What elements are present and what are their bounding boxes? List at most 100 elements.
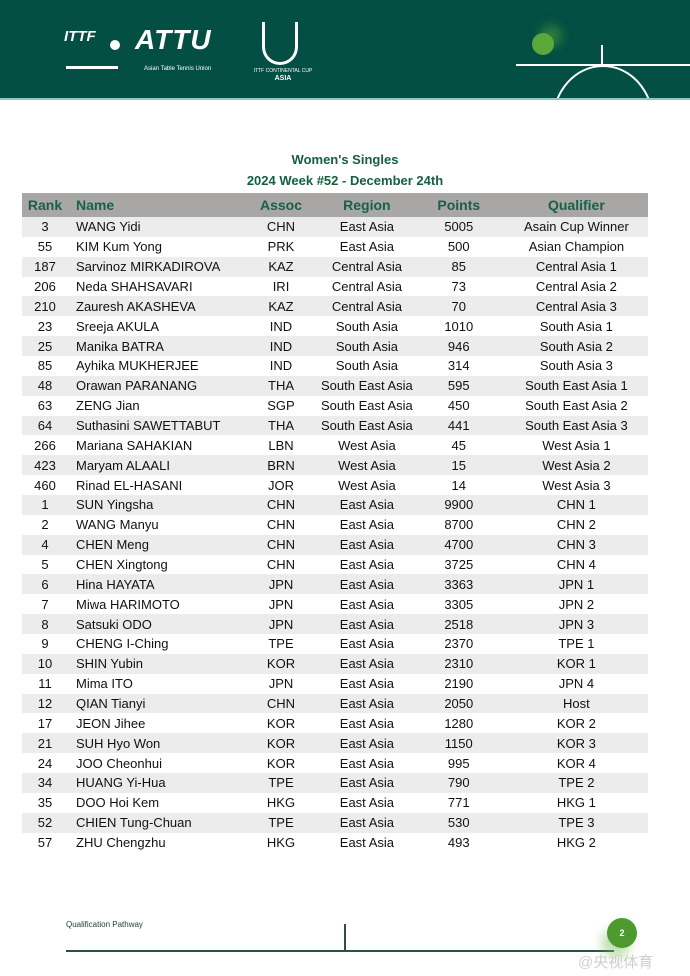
table-row: 63 ZENG Jian SGP South East Asia 450 South Ea… <box>22 396 648 416</box>
cell-rank: 7 <box>41 596 49 612</box>
cell-points: 946 <box>412 336 505 357</box>
cell-points: 2518 <box>412 614 505 635</box>
table-row: 2 WANG Manyu CHN East Asia 8700 CHN 2 <box>22 515 648 535</box>
header-banner: ITTF ATTU Asian Table Tennis Union ITTF … <box>0 0 690 98</box>
cell-points: 45 <box>451 437 467 453</box>
cell-qualifier: South Asia 2 <box>504 336 648 357</box>
cell-assoc: JPN <box>241 574 321 595</box>
cell-rank: 6 <box>22 574 68 595</box>
cell-rank: 187 <box>22 256 68 277</box>
cell-points: 2370 <box>444 636 474 652</box>
table-row: 5 CHEN Xingtong CHN East Asia 3725 CHN 4 <box>22 555 648 575</box>
cell-rank: 17 <box>37 715 53 731</box>
cell-name: WANG Manyu <box>76 517 159 533</box>
cell-region: East Asia <box>321 733 413 754</box>
cell-points: 3725 <box>444 557 474 573</box>
ball-icon <box>532 33 554 55</box>
cell-qualifier: South East Asia 1 <box>504 375 648 396</box>
cell-assoc: TPE <box>241 773 321 793</box>
cell-rank: 8 <box>22 614 68 635</box>
cell-rank: 9 <box>41 636 49 652</box>
cell-rank: 2 <box>41 517 49 533</box>
cell-assoc: TPE <box>241 812 321 833</box>
cell-name: Sreeja AKULA <box>76 318 160 334</box>
table-row: 52 CHIEN Tung-Chuan TPE East Asia 530 TPE 3 <box>22 812 648 833</box>
cell-name: Rinad EL-HASANI <box>76 477 183 493</box>
cell-rank: 206 <box>34 279 56 294</box>
cell-points: 530 <box>412 812 505 833</box>
cell-region: East Asia <box>321 217 413 237</box>
cell-points: 73 <box>451 279 467 294</box>
cell-name: SUH Hyo Won <box>68 733 241 754</box>
cell-qualifier: Asian Champion <box>528 239 625 255</box>
cell-qualifier: TPE 3 <box>504 812 648 833</box>
cell-qualifier: TPE 1 <box>558 636 595 652</box>
table-row: 34 HUANG Yi-Hua TPE East Asia 790 TPE 2 <box>22 773 648 793</box>
cell-points: 4700 <box>412 534 505 555</box>
cell-rank: 64 <box>22 415 68 436</box>
cell-assoc: KOR <box>241 733 321 754</box>
cell-name: CHENG I-Ching <box>76 636 169 652</box>
cell-assoc: HKG <box>266 795 296 811</box>
cell-region: Central Asia <box>321 256 413 277</box>
ittf-logo: ITTF <box>64 28 96 45</box>
table-row: 10 SHIN Yubin KOR East Asia 2310 KOR 1 <box>22 653 648 674</box>
cell-qualifier: CHN 2 <box>556 517 596 533</box>
cell-name: Mariana SAHAKIAN <box>76 437 193 453</box>
cell-qualifier: Host <box>504 693 648 714</box>
cell-qualifier: Central Asia 2 <box>535 279 617 294</box>
cell-assoc: JOR <box>268 477 294 493</box>
cell-points: 450 <box>447 398 470 414</box>
table-header-row: Rank Name Assoc Region Points Qualifier <box>22 193 648 217</box>
net-decoration <box>601 45 603 65</box>
cell-points: 70 <box>412 296 505 317</box>
cell-points: 85 <box>412 256 505 277</box>
cell-name: CHEN Xingtong <box>76 557 168 573</box>
table-row: 55 KIM Kum Yong PRK East Asia 500 Asian Champ… <box>22 237 648 257</box>
cell-name: ZHU Chengzhu <box>76 835 166 851</box>
cell-points: 3363 <box>412 574 505 595</box>
document-title: Women's Singles <box>291 152 399 167</box>
col-assoc: Assoc <box>241 193 321 217</box>
cell-qualifier: Central Asia 3 <box>504 296 648 317</box>
cell-qualifier: South East Asia 2 <box>525 398 628 414</box>
page-number: 2 <box>607 918 637 948</box>
cell-qualifier: KOR 3 <box>504 733 648 754</box>
cell-name: ZENG Jian <box>76 398 140 414</box>
cell-rank: 11 <box>38 676 52 692</box>
cell-region: East Asia <box>321 812 413 833</box>
cell-name: Satsuki ODO <box>68 614 241 635</box>
cell-qualifier: JPN 3 <box>504 614 648 635</box>
rankings-table: Rank Name Assoc Region Points Qualifier … <box>22 193 648 853</box>
cell-points: 1010 <box>444 318 474 334</box>
cell-name: Orawan PARANANG <box>68 375 241 396</box>
col-region: Region <box>321 193 413 217</box>
cell-assoc: PRK <box>267 239 295 255</box>
cell-rank: 5 <box>41 557 49 573</box>
cell-qualifier: TPE 2 <box>504 773 648 793</box>
cell-points: 771 <box>447 795 470 811</box>
cell-rank: 57 <box>37 835 53 851</box>
col-points: Points <box>412 193 505 217</box>
cell-qualifier: KOR 4 <box>556 755 596 771</box>
cell-name: Maryam ALAALI <box>68 455 241 476</box>
cell-assoc: KAZ <box>241 296 321 317</box>
cell-assoc: IND <box>269 318 293 334</box>
cell-qualifier: West Asia 1 <box>542 437 611 453</box>
table-row: 9 CHENG I-Ching TPE East Asia 2370 TPE 1 <box>22 634 648 654</box>
banner-divider <box>0 98 690 100</box>
table-row: 187 Sarvinoz MIRKADIROVA KAZ Central Asia 85… <box>22 256 648 277</box>
cell-assoc: KOR <box>266 755 296 771</box>
cell-name: Ayhika MUKHERJEE <box>76 358 199 374</box>
cell-region: East Asia <box>339 715 394 731</box>
cell-rank: 35 <box>37 795 53 811</box>
table-row: 24 JOO Cheonhui KOR East Asia 995 KOR 4 <box>22 753 648 773</box>
cell-qualifier: JPN 1 <box>504 574 648 595</box>
cell-assoc: IND <box>269 358 293 374</box>
cell-points: 493 <box>447 835 470 851</box>
cell-name: SHIN Yubin <box>68 653 241 674</box>
cell-points: 5005 <box>412 217 505 237</box>
cell-region: East Asia <box>339 557 394 573</box>
cell-region: East Asia <box>321 495 413 515</box>
cell-region: South Asia <box>321 336 413 357</box>
